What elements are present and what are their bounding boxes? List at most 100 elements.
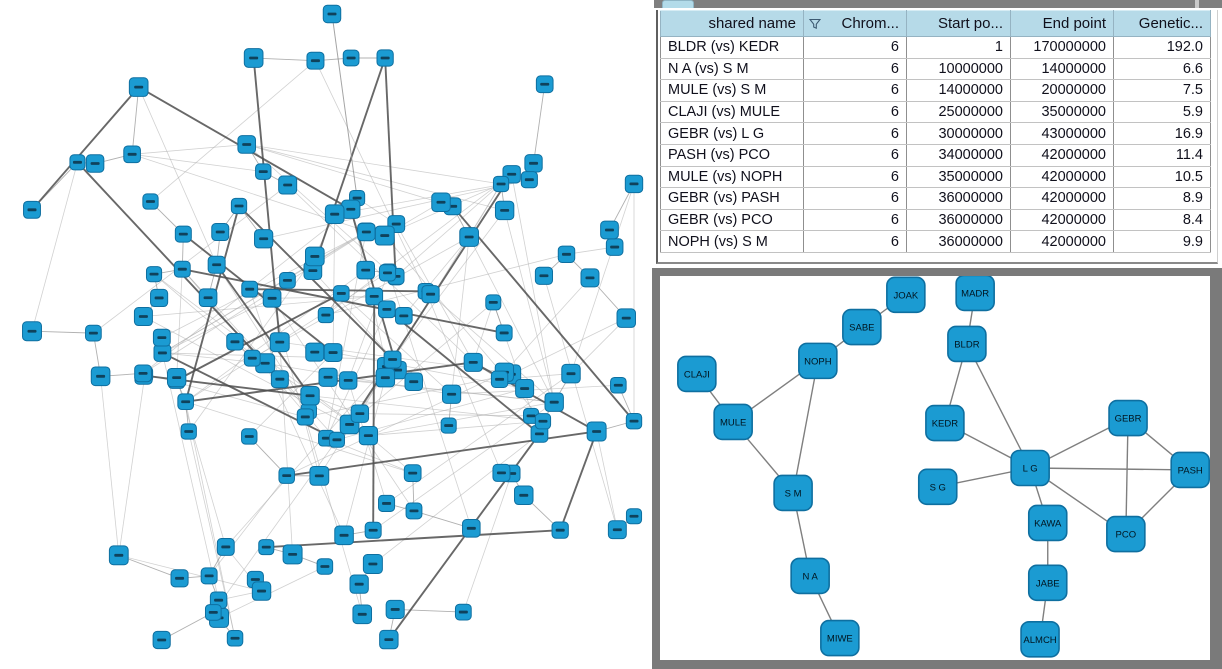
network-node[interactable] <box>395 307 413 325</box>
column-header-genetic[interactable]: Genetic... <box>1113 10 1211 37</box>
network-node[interactable] <box>328 431 345 448</box>
network-edge[interactable] <box>31 330 94 334</box>
network-node[interactable] <box>279 272 296 289</box>
network-node[interactable] <box>108 545 129 566</box>
network-edge[interactable] <box>1030 467 1191 471</box>
network-node[interactable] <box>551 521 569 539</box>
network-edge[interactable] <box>31 86 140 211</box>
network-node-ALMCH[interactable]: ALMCH <box>1020 620 1060 658</box>
network-node[interactable] <box>494 200 515 221</box>
filter-icon[interactable] <box>809 18 821 30</box>
network-node[interactable] <box>561 363 581 384</box>
network-edge[interactable] <box>315 60 427 292</box>
filtered-network-canvas[interactable]: JOAK MADR SABE NOPH BLDR CLAJI MULE KEDR GEBR L G… <box>660 276 1210 660</box>
network-edge[interactable] <box>543 275 618 530</box>
network-node[interactable] <box>385 599 405 620</box>
network-edge[interactable] <box>31 162 78 332</box>
network-node[interactable] <box>462 519 481 538</box>
network-edge[interactable] <box>504 210 555 403</box>
network-node[interactable] <box>166 367 187 388</box>
network-edge[interactable] <box>225 366 387 548</box>
network-edge[interactable] <box>215 264 311 397</box>
network-node[interactable] <box>485 294 502 311</box>
network-node[interactable] <box>514 485 534 506</box>
network-node[interactable] <box>123 145 141 164</box>
network-edge[interactable] <box>286 371 505 477</box>
network-edge[interactable] <box>162 352 393 360</box>
network-edge[interactable] <box>395 173 512 277</box>
network-edge[interactable] <box>100 376 120 556</box>
network-node[interactable] <box>492 175 510 193</box>
network-node-CLAJI[interactable]: CLAJI <box>677 355 717 393</box>
network-edge[interactable] <box>511 174 555 403</box>
network-node-KEDR[interactable]: KEDR <box>925 404 965 442</box>
network-edge[interactable] <box>462 473 513 613</box>
network-node[interactable] <box>226 333 244 351</box>
network-node[interactable] <box>600 220 619 240</box>
network-edge[interactable] <box>966 343 1031 469</box>
network-edge[interactable] <box>386 210 505 367</box>
network-edge[interactable] <box>386 308 541 435</box>
table-row[interactable]: N A (vs) S M 6 10000000 14000000 6.6 <box>660 58 1211 81</box>
network-node[interactable] <box>207 255 226 274</box>
column-header-end-point[interactable]: End point <box>1010 10 1114 37</box>
network-node[interactable] <box>304 246 325 267</box>
network-node[interactable] <box>378 494 396 512</box>
network-node[interactable] <box>254 229 274 249</box>
network-node-PCO[interactable]: PCO <box>1106 515 1146 553</box>
network-node[interactable] <box>379 629 399 650</box>
table-row[interactable]: BLDR (vs) KEDR 6 1 170000000 192.0 <box>660 36 1211 59</box>
network-edge[interactable] <box>570 183 635 374</box>
table-row[interactable]: GEBR (vs) PASH 6 36000000 42000000 8.9 <box>660 187 1211 210</box>
network-node[interactable] <box>334 525 354 546</box>
table-row[interactable]: GEBR (vs) PCO 6 36000000 42000000 8.4 <box>660 209 1211 232</box>
network-node[interactable] <box>150 288 169 308</box>
network-node-MULE[interactable]: MULE <box>713 403 753 441</box>
network-node-BLDR[interactable]: BLDR <box>947 325 987 363</box>
network-node[interactable] <box>251 581 272 601</box>
network-edge[interactable] <box>142 231 367 374</box>
network-node[interactable] <box>492 463 511 482</box>
network-node[interactable] <box>383 350 402 369</box>
network-node[interactable] <box>317 306 334 324</box>
network-node[interactable] <box>216 538 235 556</box>
table-row[interactable]: GEBR (vs) L G 6 30000000 43000000 16.9 <box>660 122 1211 145</box>
network-edge[interactable] <box>331 13 358 199</box>
network-edge[interactable] <box>311 57 387 271</box>
network-node[interactable] <box>607 520 627 540</box>
network-node-KAWA[interactable]: KAWA <box>1027 504 1068 542</box>
network-edge[interactable] <box>372 433 540 565</box>
network-node[interactable] <box>128 77 149 97</box>
network-node[interactable] <box>204 604 222 621</box>
network-node[interactable] <box>362 553 383 574</box>
network-node[interactable] <box>431 192 451 213</box>
network-node[interactable] <box>404 372 423 391</box>
network-node[interactable] <box>211 223 230 242</box>
network-node[interactable] <box>405 502 423 520</box>
network-edge[interactable] <box>175 292 342 382</box>
network-edge[interactable] <box>246 144 453 207</box>
network-node[interactable] <box>333 285 350 302</box>
network-node-S-G[interactable]: S G <box>917 468 958 506</box>
network-node[interactable] <box>350 404 370 423</box>
network-edge[interactable] <box>451 384 619 395</box>
network-node[interactable] <box>610 376 627 394</box>
network-node[interactable] <box>352 604 373 625</box>
network-edge[interactable] <box>208 475 288 577</box>
table-row[interactable]: MULE (vs) NOPH 6 35000000 42000000 10.5 <box>660 166 1211 189</box>
network-edge[interactable] <box>263 179 530 240</box>
network-node[interactable] <box>495 324 513 342</box>
network-node-S-M[interactable]: S M <box>773 474 813 512</box>
network-node[interactable] <box>23 200 41 219</box>
network-node[interactable] <box>616 308 636 328</box>
network-node[interactable] <box>316 558 334 575</box>
network-node[interactable] <box>241 428 258 445</box>
network-node[interactable] <box>378 300 396 319</box>
network-edge[interactable] <box>792 360 819 494</box>
network-node[interactable] <box>442 384 462 404</box>
network-edge[interactable] <box>325 173 512 316</box>
network-node[interactable] <box>90 366 111 387</box>
network-node[interactable] <box>152 328 171 347</box>
network-edge[interactable] <box>372 296 376 531</box>
network-node[interactable] <box>376 49 394 67</box>
